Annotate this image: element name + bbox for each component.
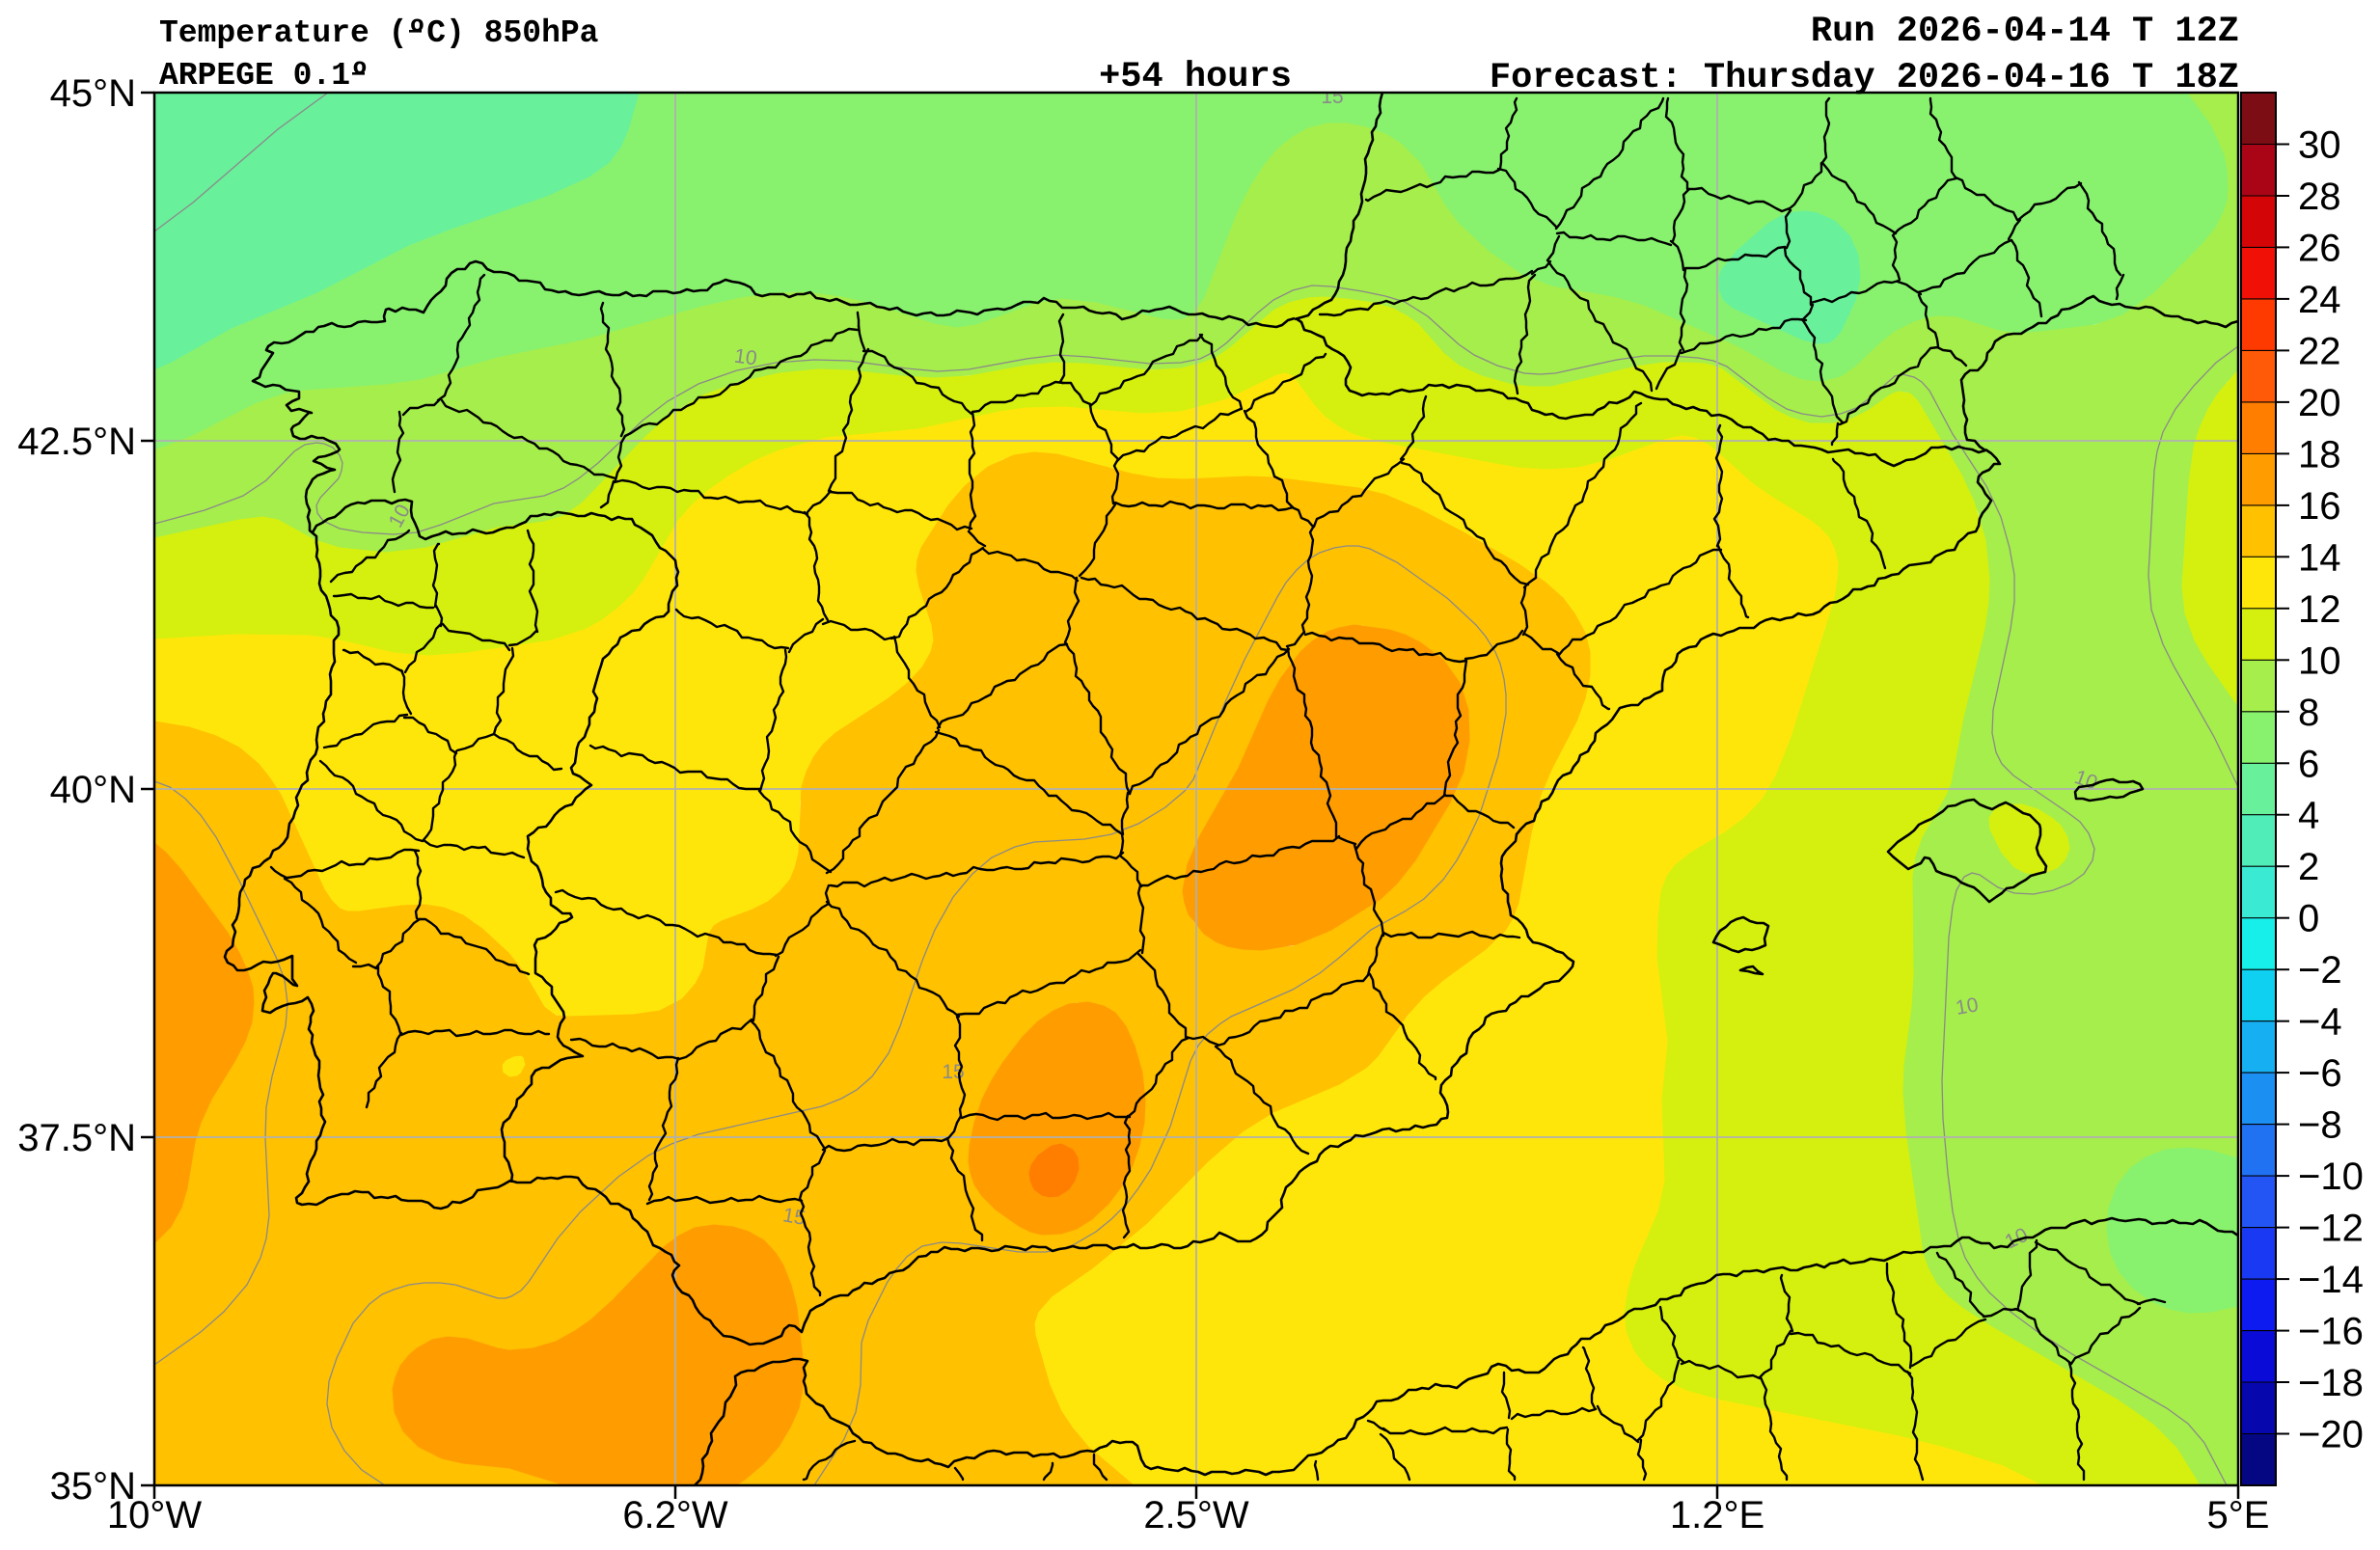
svg-text:−18: −18 [2298, 1362, 2364, 1404]
svg-text:26: 26 [2298, 227, 2341, 269]
svg-text:10°W: 10°W [107, 1494, 202, 1536]
svg-text:20: 20 [2298, 382, 2341, 424]
svg-text:15: 15 [1321, 86, 1343, 108]
svg-text:Temperature (ºC) 850hPa: Temperature (ºC) 850hPa [159, 15, 598, 51]
svg-text:35°N: 35°N [50, 1465, 136, 1508]
svg-text:1.2°E: 1.2°E [1670, 1494, 1764, 1536]
svg-text:30: 30 [2298, 123, 2341, 166]
svg-text:6.2°W: 6.2°W [622, 1494, 728, 1536]
svg-text:+54 hours: +54 hours [1099, 57, 1292, 97]
svg-text:28: 28 [2298, 176, 2341, 218]
svg-text:42.5°N: 42.5°N [17, 421, 136, 463]
svg-text:37.5°N: 37.5°N [17, 1117, 136, 1159]
svg-text:−14: −14 [2298, 1259, 2364, 1301]
svg-text:10: 10 [733, 345, 758, 370]
svg-text:Run 2026-04-14 T 12Z: Run 2026-04-14 T 12Z [1811, 12, 2239, 52]
svg-text:−20: −20 [2298, 1414, 2364, 1456]
svg-text:ARPEGE 0.1º: ARPEGE 0.1º [159, 58, 369, 94]
svg-text:10: 10 [2298, 639, 2341, 682]
svg-text:−4: −4 [2298, 1001, 2342, 1044]
svg-text:−2: −2 [2298, 949, 2342, 992]
svg-text:−8: −8 [2298, 1104, 2342, 1147]
svg-text:−16: −16 [2298, 1311, 2364, 1353]
svg-text:5°E: 5°E [2207, 1494, 2270, 1536]
svg-text:−6: −6 [2298, 1052, 2342, 1095]
svg-text:10: 10 [1954, 993, 1980, 1020]
svg-text:18: 18 [2298, 433, 2341, 476]
svg-text:22: 22 [2298, 330, 2341, 372]
svg-text:24: 24 [2298, 279, 2341, 321]
svg-text:−10: −10 [2298, 1156, 2364, 1198]
svg-text:0: 0 [2298, 898, 2319, 940]
svg-text:8: 8 [2298, 692, 2319, 734]
svg-text:45°N: 45°N [50, 72, 136, 115]
svg-text:4: 4 [2298, 795, 2319, 837]
svg-text:40°N: 40°N [50, 769, 136, 811]
svg-text:2.5°W: 2.5°W [1143, 1494, 1249, 1536]
svg-text:6: 6 [2298, 743, 2319, 785]
svg-text:16: 16 [2298, 485, 2341, 528]
svg-text:2: 2 [2298, 846, 2319, 888]
svg-text:−12: −12 [2298, 1208, 2364, 1250]
svg-text:Forecast: Thursday 2026-04-16: Forecast: Thursday 2026-04-16 T 18Z [1490, 58, 2239, 98]
svg-text:12: 12 [2298, 588, 2341, 631]
svg-text:14: 14 [2298, 536, 2341, 579]
